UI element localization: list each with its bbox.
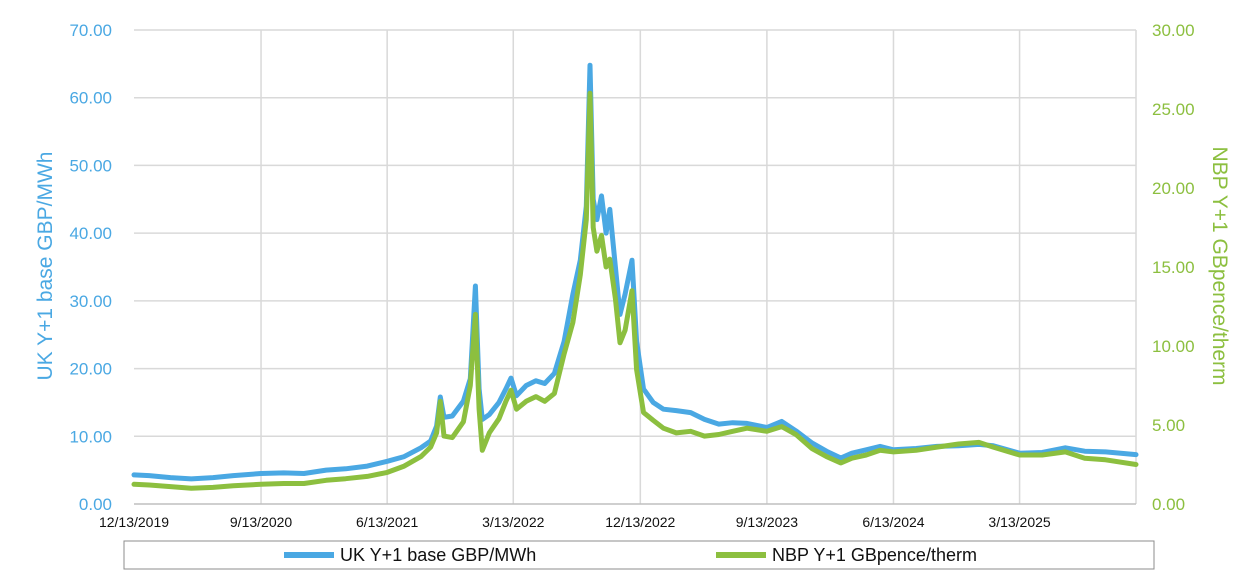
right-tick-label: 5.00 (1152, 416, 1185, 435)
left-tick-label: 50.00 (69, 156, 112, 175)
x-tick-label: 6/13/2024 (862, 514, 924, 530)
right-tick-label: 15.00 (1152, 258, 1195, 277)
left-tick-label: 70.00 (69, 21, 112, 40)
left-tick-label: 60.00 (69, 89, 112, 108)
x-tick-label: 9/13/2020 (230, 514, 292, 530)
legend: UK Y+1 base GBP/MWh NBP Y+1 GBpence/ther… (123, 540, 1155, 570)
gridlines (134, 29, 1137, 504)
x-tick-label: 3/13/2022 (482, 514, 544, 530)
right-axis-title: NBP Y+1 GBpence/therm (1208, 146, 1231, 385)
right-tick-label: 10.00 (1152, 337, 1195, 356)
left-tick-label: 40.00 (69, 224, 112, 243)
right-tick-label: 25.00 (1152, 100, 1195, 119)
legend-label-uk: UK Y+1 base GBP/MWh (340, 545, 536, 565)
left-tick-label: 0.00 (79, 495, 112, 514)
left-tick-label: 20.00 (69, 360, 112, 379)
series-line-uk (131, 62, 1139, 482)
right-axis-ticks: 0.00 5.00 10.00 15.00 20.00 25.00 30.00 (1152, 21, 1195, 514)
right-tick-label: 20.00 (1152, 179, 1195, 198)
x-tick-label: 6/13/2021 (356, 514, 418, 530)
left-axis-title: UK Y+1 base GBP/MWh (34, 152, 57, 381)
right-tick-label: 30.00 (1152, 21, 1195, 40)
right-tick-label: 0.00 (1152, 495, 1185, 514)
x-tick-label: 12/13/2019 (99, 514, 169, 530)
legend-label-nbp: NBP Y+1 GBpence/therm (772, 545, 977, 565)
left-axis-ticks: 0.00 10.00 20.00 30.00 40.00 50.00 60.00 70.00 (69, 21, 112, 514)
x-tick-label: 3/13/2025 (988, 514, 1050, 530)
left-tick-label: 30.00 (69, 292, 112, 311)
x-tick-label: 12/13/2022 (605, 514, 675, 530)
x-axis-ticks: 12/13/2019 9/13/2020 6/13/2021 3/13/2022 12/… (99, 514, 1051, 530)
series-layer (131, 62, 1139, 491)
left-tick-label: 10.00 (69, 427, 112, 446)
legend-box (123, 540, 1155, 570)
series-line-nbp (131, 90, 1139, 491)
x-tick-label: 9/13/2023 (736, 514, 798, 530)
